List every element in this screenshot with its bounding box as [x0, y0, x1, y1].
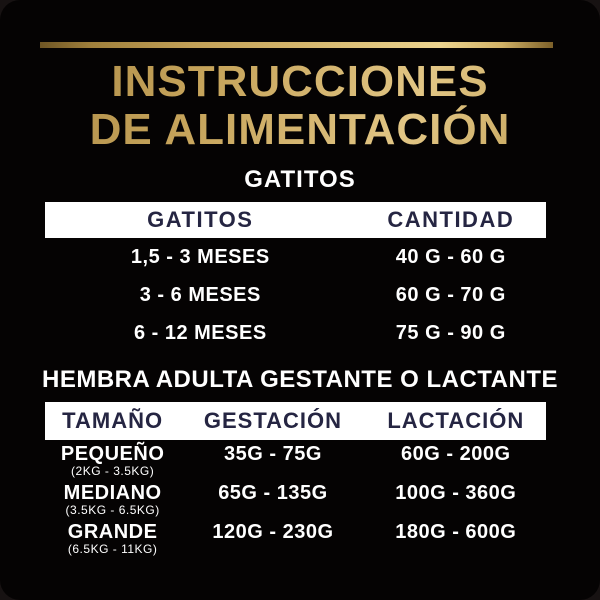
gold-divider-line: [40, 42, 553, 48]
kittens-row-age: 6 - 12 MESES: [133, 321, 267, 344]
size-label: PEQUEÑO: [60, 443, 165, 465]
adults-header-lactation: LACTACIÓN: [387, 408, 525, 433]
gestation-value: 120G - 230G: [212, 521, 334, 543]
adults-row-size-cell: GRANDE (6.5KG - 11KG): [45, 522, 180, 556]
kittens-header-amount: CANTIDAD: [387, 207, 515, 232]
kittens-header-age: GATITOS: [147, 207, 254, 232]
adults-row-size-cell: PEQUEÑO (2KG - 3.5KG): [45, 444, 180, 478]
page-title-line-1: INSTRUCCIONES: [111, 57, 489, 106]
adults-header-gestation: GESTACIÓN: [203, 408, 343, 433]
kittens-row-amount: 40 G - 60 G: [395, 245, 506, 268]
kittens-table-row: 1,5 - 3 MESES 40 G - 60 G: [45, 238, 546, 276]
size-label: MEDIANO: [63, 482, 162, 504]
adults-table-row: PEQUEÑO (2KG - 3.5KG) 35G - 75G 60G - 20…: [45, 444, 546, 478]
kittens-row-age: 3 - 6 MESES: [139, 283, 261, 306]
kittens-row-amount: 60 G - 70 G: [395, 283, 506, 306]
gestation-value: 65G - 135G: [218, 482, 328, 504]
kittens-table-row: 3 - 6 MESES 60 G - 70 G: [45, 276, 546, 314]
size-label: GRANDE: [67, 521, 158, 543]
lactation-value: 100G - 360G: [395, 482, 517, 504]
page-title: INSTRUCCIONES DE ALIMENTACIÓN: [0, 58, 600, 154]
lactation-value: 60G - 200G: [401, 443, 511, 465]
kittens-table-header: GATITOS CANTIDAD: [45, 202, 546, 238]
adults-row-size-cell: MEDIANO (3.5KG - 6.5KG): [45, 483, 180, 517]
weight-range-label: (6.5KG - 11KG): [67, 542, 158, 556]
adults-table-body: PEQUEÑO (2KG - 3.5KG) 35G - 75G 60G - 20…: [45, 444, 546, 561]
kittens-table-row: 6 - 12 MESES 75 G - 90 G: [45, 314, 546, 352]
adults-table-header: TAMAÑO GESTACIÓN LACTACIÓN: [45, 402, 546, 440]
adults-table-row: GRANDE (6.5KG - 11KG) 120G - 230G 180G -…: [45, 522, 546, 556]
lactation-value: 180G - 600G: [395, 521, 517, 543]
kittens-row-age: 1,5 - 3 MESES: [130, 245, 270, 268]
adults-header-size: TAMAÑO: [62, 408, 164, 433]
adults-table-row: MEDIANO (3.5KG - 6.5KG) 65G - 135G 100G …: [45, 483, 546, 517]
kittens-row-amount: 75 G - 90 G: [395, 321, 506, 344]
kittens-section-heading: GATITOS: [244, 166, 356, 193]
kittens-table-body: 1,5 - 3 MESES 40 G - 60 G 3 - 6 MESES 60…: [45, 238, 546, 352]
adults-section-heading: HEMBRA ADULTA GESTANTE O LACTANTE: [41, 366, 558, 393]
weight-range-label: (3.5KG - 6.5KG): [65, 503, 160, 517]
gestation-value: 35G - 75G: [224, 443, 322, 465]
page-title-line-2: DE ALIMENTACIÓN: [89, 105, 511, 154]
weight-range-label: (2KG - 3.5KG): [71, 464, 155, 478]
